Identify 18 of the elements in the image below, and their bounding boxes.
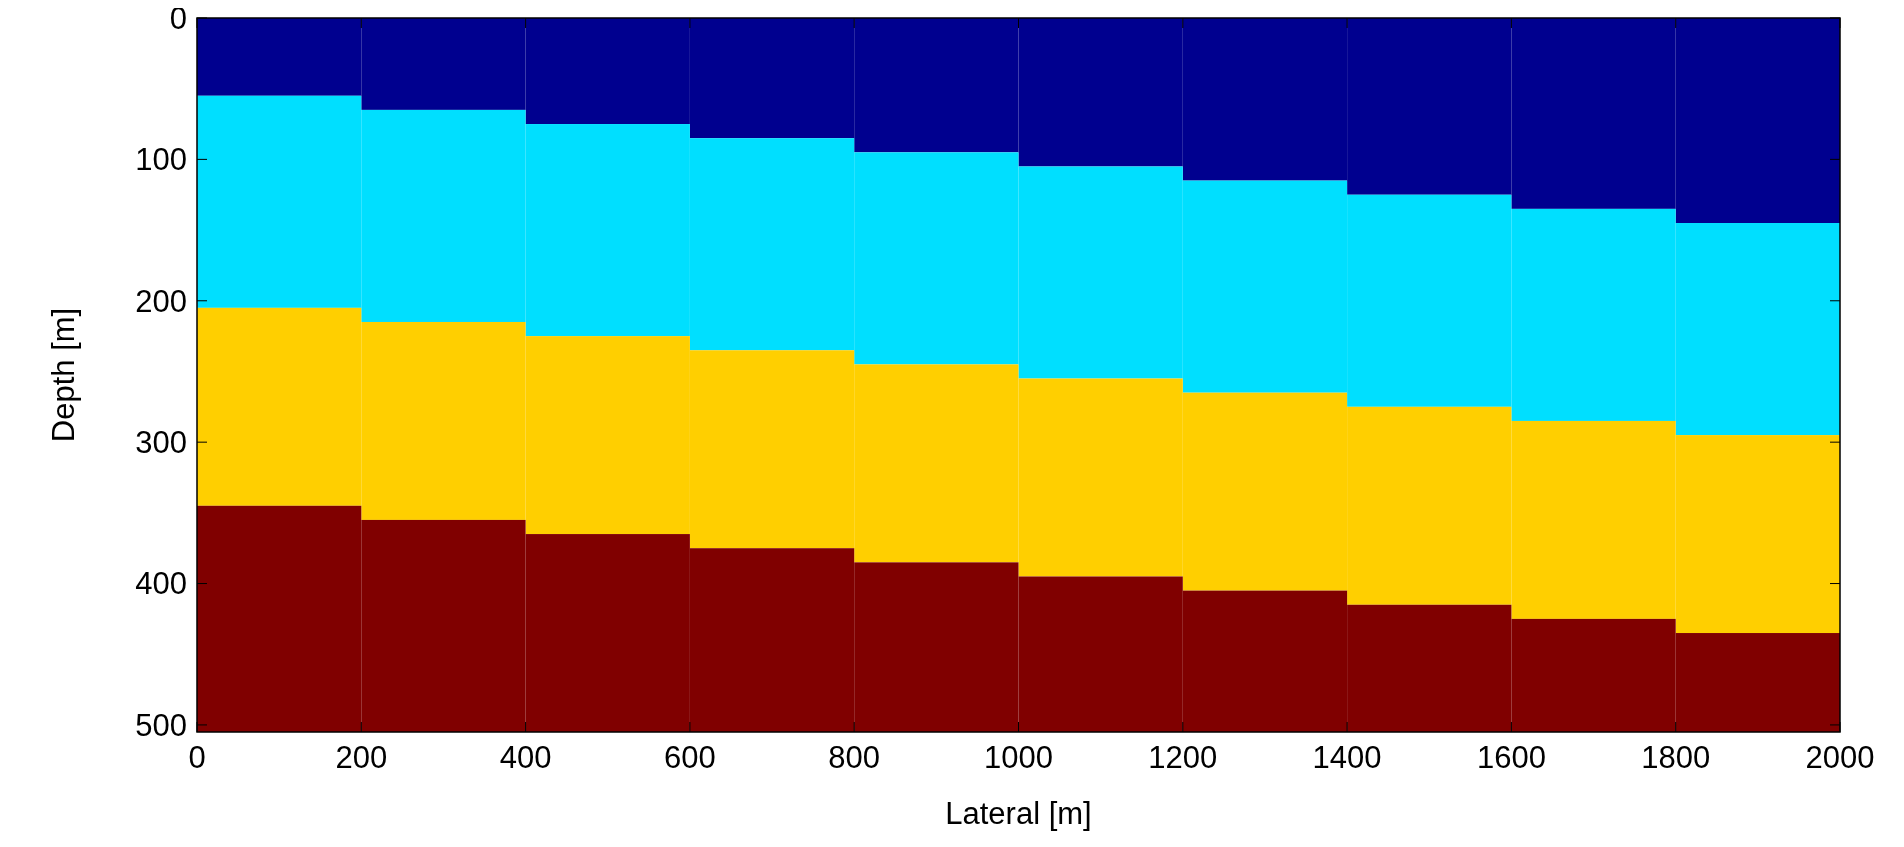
x-tick-label: 400 <box>499 740 552 775</box>
y-tick-label: 200 <box>135 283 187 319</box>
x-tick-label: 1800 <box>1641 740 1711 775</box>
x-tick-label: 1200 <box>1148 740 1218 775</box>
x-tick-label: 1600 <box>1476 740 1546 775</box>
y-tick-label: 400 <box>135 566 187 602</box>
y-axis-title: Depth [m] <box>46 307 81 443</box>
x-tick-label: 2000 <box>1805 740 1875 775</box>
x-tick-label: 1000 <box>984 740 1053 775</box>
y-tick-label: 500 <box>135 707 187 743</box>
y-tick-label: 300 <box>135 425 187 461</box>
x-tick-label: 800 <box>828 740 881 775</box>
x-tick-label: 600 <box>664 740 716 775</box>
x-tick-label: 200 <box>335 740 388 775</box>
x-axis-title: Lateral [m] <box>945 796 1092 831</box>
y-tick-label: 100 <box>135 142 187 178</box>
y-tick-label: 0 <box>169 0 187 36</box>
x-tick-label: 1400 <box>1312 740 1382 775</box>
